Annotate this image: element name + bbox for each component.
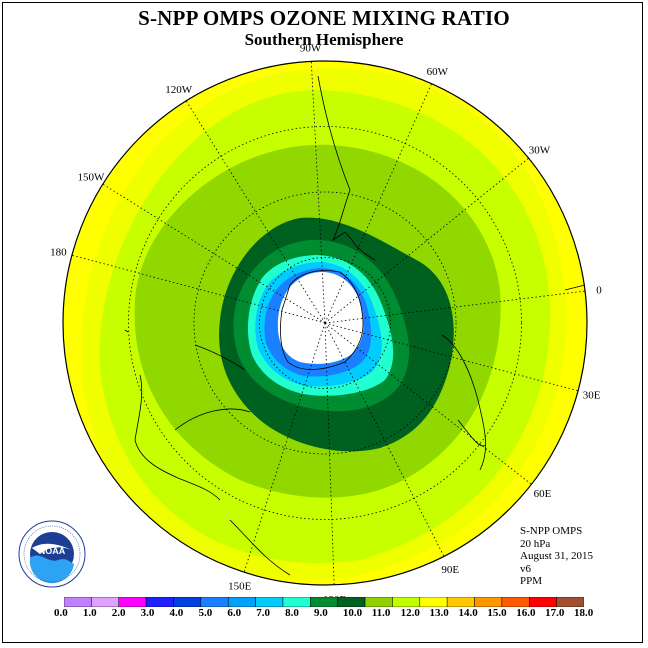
latitude-circle (128, 126, 522, 520)
colorbar-swatch (173, 597, 202, 607)
noaa-logo-text: NOAA (39, 546, 66, 556)
graticule (71, 61, 586, 585)
colorbar-swatch (310, 597, 338, 607)
colorbar-tick-label: 18.0 (574, 607, 594, 619)
colorbar-tick-label: 12.0 (400, 607, 420, 619)
map-subtitle: Southern Hemisphere (244, 30, 404, 49)
latitude-circle (259, 257, 391, 389)
colorbar-swatch (64, 597, 92, 607)
longitude-labels: 030E60E90E120E150E180150W120W90W60W30W (50, 42, 602, 605)
longitude-label: 30E (583, 389, 601, 401)
latitude-circle (193, 191, 457, 455)
info-block: S-NPP OMPS 20 hPa August 31, 2015 v6 PPM (520, 525, 593, 588)
colorbar-swatch (255, 597, 284, 607)
colorbar-tick-label: 14.0 (458, 607, 478, 619)
longitude-label: 60W (427, 66, 449, 78)
longitude-label: 60E (534, 488, 552, 500)
colorbar-tick-label: 1.0 (82, 607, 97, 619)
colorbar-tick-label: 15.0 (487, 607, 507, 619)
colorbar-swatch (282, 597, 311, 607)
map-boundary (62, 60, 588, 586)
map-title: S-NPP OMPS OZONE MIXING RATIO (138, 6, 510, 30)
colorbar-swatch (364, 597, 393, 607)
colorbar-swatch (474, 597, 503, 607)
polar-no-data (277, 272, 364, 364)
colorbar-tick-label: 10.0 (342, 607, 363, 619)
longitude-label: 120W (165, 84, 193, 96)
colorbar-swatch (392, 597, 421, 607)
colorbar-swatch (227, 597, 256, 607)
longitude-label: 90E (441, 564, 459, 576)
longitude-label: 150E (228, 580, 252, 592)
colorbar-tick-label: 4.0 (169, 607, 184, 619)
colorbar-swatch (337, 597, 366, 607)
colorbar-swatch (446, 597, 475, 607)
colorbar-tick-label: 0.0 (54, 607, 68, 619)
colorbar-swatch (529, 597, 557, 607)
colorbar-tick-label: 9.0 (314, 607, 328, 619)
colorbar-tick-label: 2.0 (111, 607, 126, 619)
colorbar-swatch (556, 597, 584, 607)
colorbar-swatch (501, 597, 530, 607)
longitude-label: 0 (596, 284, 602, 296)
longitude-label: 150W (77, 172, 105, 184)
colorbar-swatch (200, 597, 229, 607)
info-date: August 31, 2015 (520, 550, 594, 562)
colorbar-tick-label: 6.0 (227, 607, 242, 619)
colorbar-swatch (118, 597, 147, 607)
colorbar-tick-label: 5.0 (198, 607, 213, 619)
plot-frame (2, 2, 643, 643)
info-instrument: S-NPP OMPS (520, 525, 583, 537)
colorbar-tick-label: 16.0 (516, 607, 536, 619)
longitude-label: 180 (50, 247, 67, 259)
colorbar-swatch (145, 597, 174, 607)
colorbar-tick-label: 8.0 (285, 607, 299, 619)
info-units: PPM (520, 575, 543, 587)
colorbar-swatch (91, 597, 119, 607)
colorbar-swatch (419, 597, 448, 607)
colorbar (64, 597, 584, 607)
colorbar-tick-label: 7.0 (256, 607, 270, 619)
colorbar-tick-label: 3.0 (140, 607, 155, 619)
colorbar-tick-label: 11.0 (371, 607, 391, 619)
info-version: v6 (520, 562, 531, 575)
colorbar-tick-label: 13.0 (429, 607, 449, 619)
noaa-logo: NOAA (18, 520, 86, 588)
longitude-label: 90W (300, 42, 322, 54)
info-level: 20 hPa (520, 537, 551, 550)
longitude-label: 30W (529, 144, 551, 156)
coastlines (124, 75, 586, 576)
colorbar-tick-label: 17.0 (545, 607, 565, 619)
